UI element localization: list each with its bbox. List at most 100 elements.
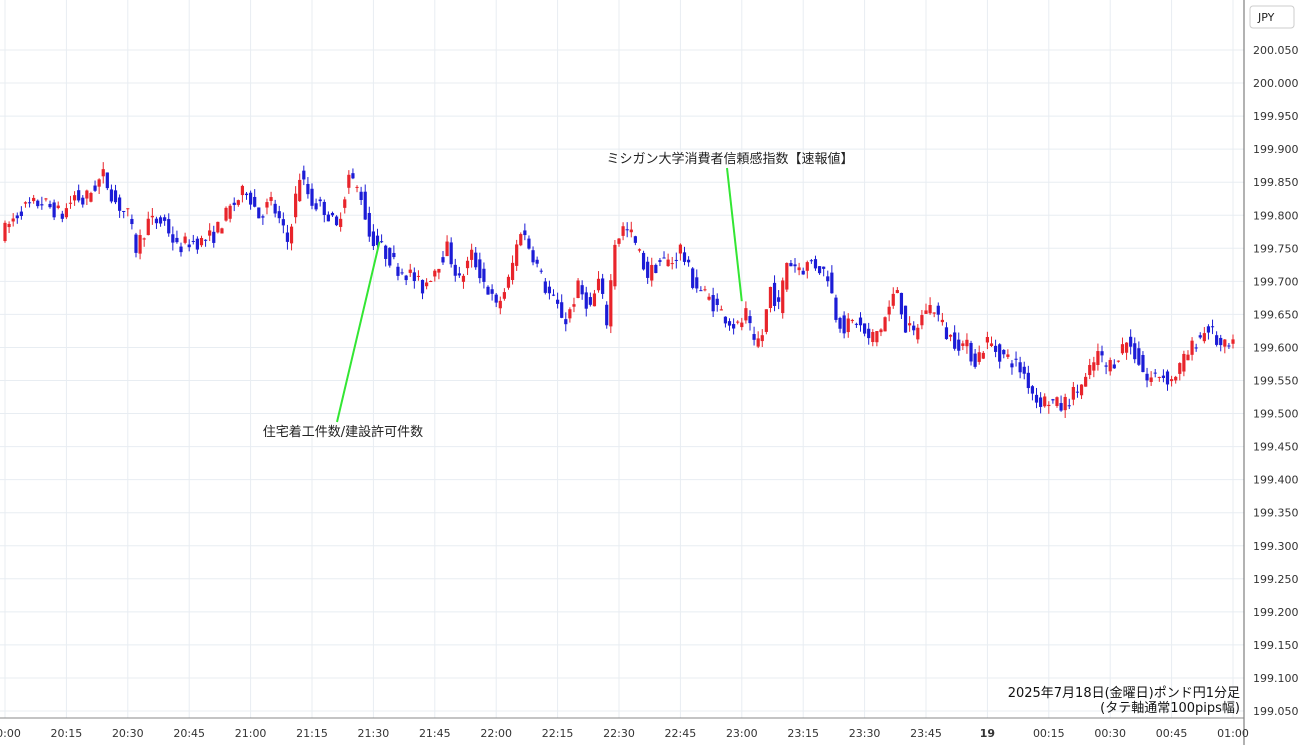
currency-label-box[interactable] — [1249, 5, 1295, 29]
candle-up — [89, 192, 93, 202]
candle-down — [944, 327, 949, 340]
candle-up — [183, 236, 187, 243]
candle-down — [535, 259, 539, 264]
candle-down — [1145, 373, 1149, 381]
candle-up — [216, 221, 220, 233]
candle-down — [60, 213, 64, 219]
candle-up — [650, 264, 654, 281]
candle-down — [420, 279, 425, 294]
candle-down — [936, 305, 940, 315]
time-tick-label: 22:45 — [665, 727, 697, 740]
candle-up — [433, 270, 437, 277]
candle-down — [793, 264, 797, 267]
candle-down — [998, 344, 1002, 362]
candle-up — [228, 205, 232, 219]
candle-down — [392, 252, 396, 258]
candle-down — [52, 202, 56, 218]
candle-up — [498, 300, 502, 309]
candle-down — [867, 328, 871, 339]
candle-up — [1157, 376, 1161, 378]
candle-down — [1018, 362, 1022, 373]
candle-down — [371, 231, 375, 247]
candle-down — [367, 212, 371, 237]
time-tick-label: 21:00 — [235, 727, 267, 740]
candle-up — [781, 280, 785, 314]
price-tick-label: 199.950 — [1253, 110, 1299, 123]
candle-up — [265, 202, 269, 208]
time-tick-label: 20:00 — [0, 727, 21, 740]
candle-down — [118, 197, 122, 211]
price-tick-label: 199.350 — [1253, 507, 1299, 520]
candle-down — [40, 204, 44, 206]
time-tick-label: 22:15 — [542, 727, 574, 740]
candle-up — [138, 235, 142, 254]
candle-up — [596, 278, 601, 291]
candle-down — [232, 202, 236, 205]
price-tick-label: 199.300 — [1253, 540, 1299, 553]
time-tick-label: 21:30 — [358, 727, 390, 740]
candle-down — [1129, 336, 1133, 347]
candle-down — [838, 317, 842, 329]
candle-down — [314, 203, 318, 210]
price-tick-label: 200.050 — [1253, 44, 1299, 57]
candle-down — [384, 245, 388, 259]
candle-up — [1174, 376, 1178, 381]
candle-down — [633, 236, 637, 243]
candle-down — [826, 276, 830, 282]
candle-up — [760, 335, 764, 342]
candle-up — [146, 218, 150, 236]
candle-down — [691, 268, 695, 288]
candle-down — [842, 315, 846, 334]
candle-down — [957, 339, 961, 351]
candle-up — [908, 323, 912, 326]
candle-up — [1006, 354, 1010, 357]
candle-down — [363, 191, 367, 220]
candle-up — [220, 228, 224, 234]
time-tick-label: 23:30 — [849, 727, 881, 740]
candle-up — [347, 174, 351, 188]
candle-up — [3, 222, 7, 242]
candle-down — [482, 268, 486, 282]
price-axis[interactable]: 200.050 200.000 199.950 199.900 199.850 199.8… — [1253, 44, 1299, 718]
candle-down — [203, 239, 208, 241]
chart-caption-line2: (タテ軸通常100pips幅) — [1100, 701, 1240, 716]
candle-down — [1104, 365, 1108, 367]
candle-down — [404, 275, 408, 281]
candle-down — [674, 259, 678, 261]
candle-down — [662, 257, 666, 259]
candle-down — [834, 297, 838, 320]
candle-down — [813, 259, 818, 269]
candle-down — [474, 252, 478, 268]
candle-down — [858, 317, 863, 326]
candle-down — [478, 259, 482, 279]
time-axis[interactable]: 20:00 20:15 20:30 20:45 21:00 21:15 21:30 21:45… — [0, 727, 1249, 740]
candle-down — [1133, 343, 1137, 360]
candle-up — [269, 197, 273, 201]
candle-down — [1010, 363, 1014, 368]
candle-up — [846, 318, 850, 333]
candle-down — [48, 203, 52, 208]
candle-up — [981, 352, 985, 359]
candle-down — [249, 192, 253, 205]
time-tick-label: 21:15 — [296, 727, 328, 740]
candle-down — [77, 190, 81, 201]
candle-up — [68, 202, 73, 204]
candle-up — [1055, 397, 1059, 406]
time-tick-label: 00:30 — [1094, 727, 1126, 740]
candle-up — [1047, 404, 1051, 407]
candle-up — [339, 218, 343, 227]
candle-up — [294, 193, 298, 218]
candle-down — [715, 298, 719, 305]
candle-up — [891, 293, 895, 306]
price-tick-label: 199.150 — [1253, 639, 1299, 652]
candle-down — [175, 237, 179, 243]
candle-up — [740, 322, 744, 328]
candle-down — [1051, 399, 1055, 401]
candle-up — [617, 238, 621, 244]
candle-down — [1161, 375, 1166, 378]
candle-up — [510, 262, 515, 280]
candle-down — [1210, 326, 1215, 328]
candle-up — [56, 205, 60, 209]
candle-down — [748, 316, 752, 324]
